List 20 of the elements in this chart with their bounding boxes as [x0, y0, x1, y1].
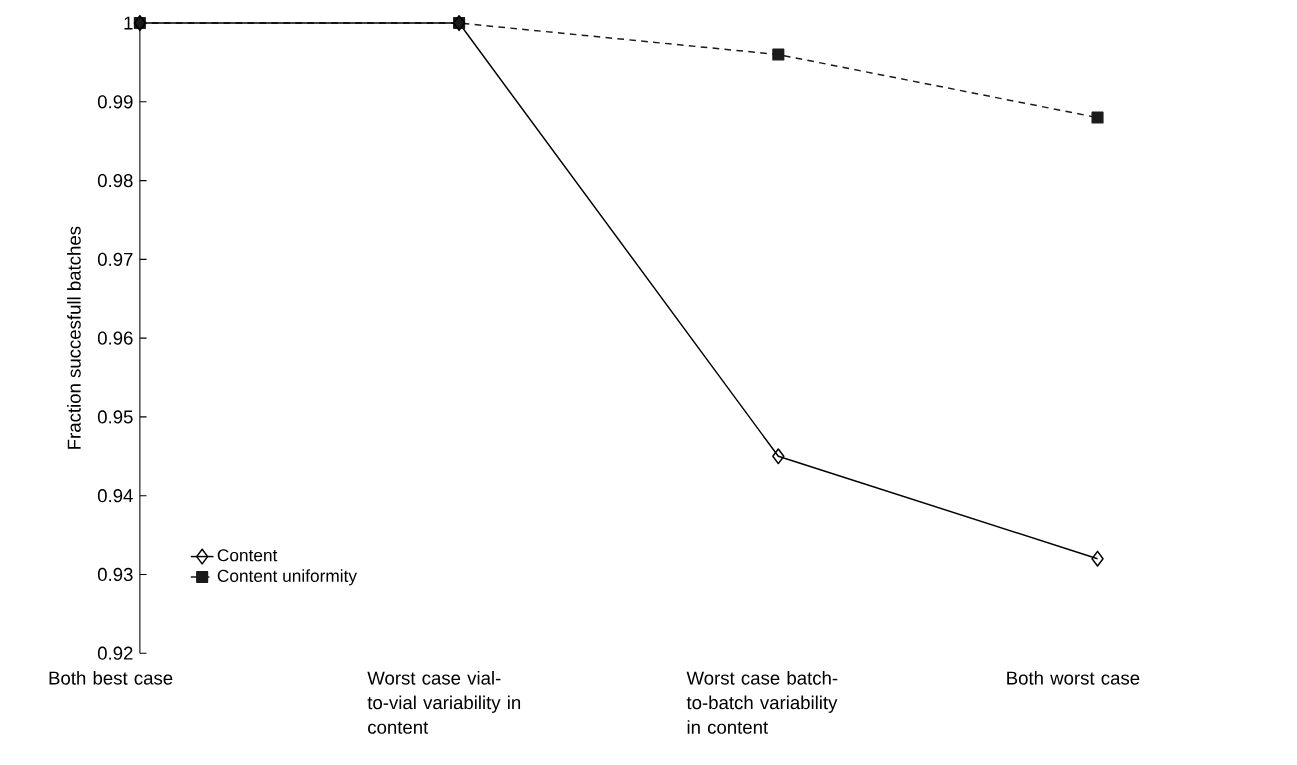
y-tick-label: 0.93	[97, 567, 133, 581]
legend-label: Content uniformity	[217, 569, 357, 586]
point	[1091, 111, 1104, 124]
y-tick-label: 1	[124, 16, 133, 30]
y-tick-label: 0.92	[97, 646, 133, 660]
point	[772, 48, 785, 61]
x-tick-label: Worst case vial-to-vial variability in content	[367, 670, 521, 734]
x-tick-label: Both worst case	[1007, 670, 1140, 685]
y-tick-label: 0.94	[97, 489, 133, 503]
y-tick-label: 0.95	[97, 410, 133, 424]
y-tick-label: 0.99	[97, 95, 133, 109]
y-tick-label: 0.97	[97, 252, 133, 266]
y-tick-label: 0.98	[97, 173, 133, 188]
y-axis-title: Fraction succesfull batches	[67, 226, 81, 449]
x-tick-label: Worst case batch-to-batch variability in content	[686, 670, 838, 734]
y-tick-label: 0.96	[97, 331, 133, 345]
legend-label: Content	[217, 549, 278, 562]
point	[1091, 550, 1104, 567]
point	[772, 448, 785, 465]
x-tick-label: Both best case	[49, 670, 173, 685]
